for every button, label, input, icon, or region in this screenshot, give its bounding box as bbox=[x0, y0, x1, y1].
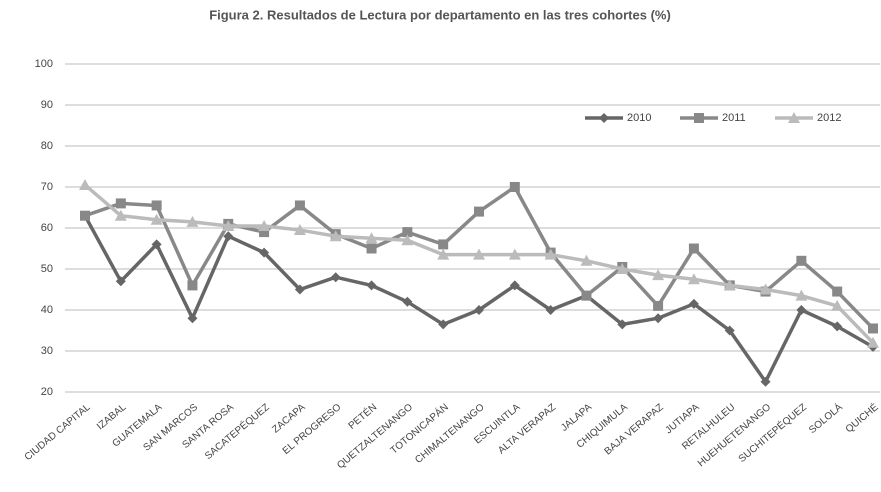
y-tick-label: 90 bbox=[41, 99, 53, 111]
x-tick-label: IZABAL bbox=[95, 402, 129, 433]
point bbox=[402, 227, 413, 238]
y-tick-label: 60 bbox=[41, 222, 53, 234]
point bbox=[509, 280, 520, 291]
point bbox=[259, 227, 270, 238]
point bbox=[366, 243, 377, 254]
point bbox=[438, 239, 449, 250]
point bbox=[687, 273, 700, 285]
point bbox=[832, 286, 843, 297]
point bbox=[437, 248, 450, 260]
point bbox=[258, 219, 271, 231]
x-tick-label: SACATEPÉQUEZ bbox=[202, 400, 272, 462]
point bbox=[723, 279, 736, 291]
point bbox=[222, 219, 235, 231]
point bbox=[186, 215, 199, 227]
point bbox=[80, 210, 90, 221]
point bbox=[115, 276, 126, 287]
point bbox=[187, 313, 198, 324]
point bbox=[79, 178, 91, 190]
point bbox=[616, 263, 629, 274]
x-tick-label: CIUDAD CAPITAL bbox=[23, 402, 93, 463]
y-tick-label: 20 bbox=[41, 386, 53, 398]
point bbox=[474, 305, 484, 315]
legend-label: 2011 bbox=[722, 112, 746, 124]
point bbox=[653, 300, 664, 311]
point bbox=[330, 272, 341, 283]
point bbox=[114, 209, 127, 221]
point bbox=[151, 239, 162, 250]
point bbox=[150, 213, 163, 225]
point bbox=[688, 298, 699, 309]
point bbox=[759, 283, 772, 295]
point bbox=[151, 200, 162, 211]
point bbox=[294, 284, 305, 295]
chart-title: Figura 2. Resultados de Lectura por depa… bbox=[209, 7, 671, 22]
point bbox=[223, 231, 234, 242]
point bbox=[580, 254, 593, 266]
x-tick-label: CHIMALTENANGO bbox=[413, 402, 486, 466]
point bbox=[795, 289, 808, 301]
point bbox=[187, 280, 198, 291]
point bbox=[259, 247, 270, 258]
point bbox=[653, 313, 664, 324]
point bbox=[473, 248, 485, 260]
point bbox=[724, 325, 735, 336]
point bbox=[366, 280, 377, 291]
point bbox=[796, 305, 807, 315]
point bbox=[329, 230, 342, 242]
y-tick-label: 40 bbox=[41, 304, 53, 316]
point bbox=[294, 200, 305, 211]
point bbox=[474, 206, 484, 217]
y-tick-label: 80 bbox=[41, 140, 53, 152]
point bbox=[545, 305, 556, 315]
y-tick-label: 30 bbox=[41, 345, 53, 357]
x-tick-label: PETÉN bbox=[345, 400, 379, 431]
point bbox=[832, 321, 843, 332]
point bbox=[868, 323, 878, 334]
point bbox=[402, 296, 413, 307]
point bbox=[581, 290, 592, 301]
point bbox=[796, 255, 807, 266]
x-tick-label: SOLOLÁ bbox=[806, 400, 845, 436]
point bbox=[617, 319, 628, 330]
series-line bbox=[83, 214, 874, 384]
point bbox=[544, 248, 557, 260]
legend-marker bbox=[599, 113, 609, 123]
legend-marker bbox=[694, 113, 704, 123]
point bbox=[688, 243, 699, 254]
point bbox=[509, 182, 520, 192]
legend-label: 2012 bbox=[817, 112, 841, 124]
point bbox=[760, 376, 771, 387]
point bbox=[831, 299, 844, 311]
y-tick-label: 100 bbox=[35, 58, 53, 70]
x-tick-label: QUICHÉ bbox=[842, 400, 880, 435]
y-tick-label: 70 bbox=[41, 181, 53, 193]
point bbox=[652, 269, 665, 281]
point bbox=[365, 232, 378, 244]
legend-marker bbox=[788, 112, 800, 123]
point bbox=[867, 336, 879, 348]
point bbox=[401, 234, 414, 246]
legend-label: 2010 bbox=[627, 112, 651, 124]
point bbox=[293, 224, 306, 236]
point bbox=[438, 319, 449, 330]
point bbox=[508, 248, 521, 260]
y-tick-label: 50 bbox=[41, 263, 53, 275]
point bbox=[115, 198, 126, 209]
